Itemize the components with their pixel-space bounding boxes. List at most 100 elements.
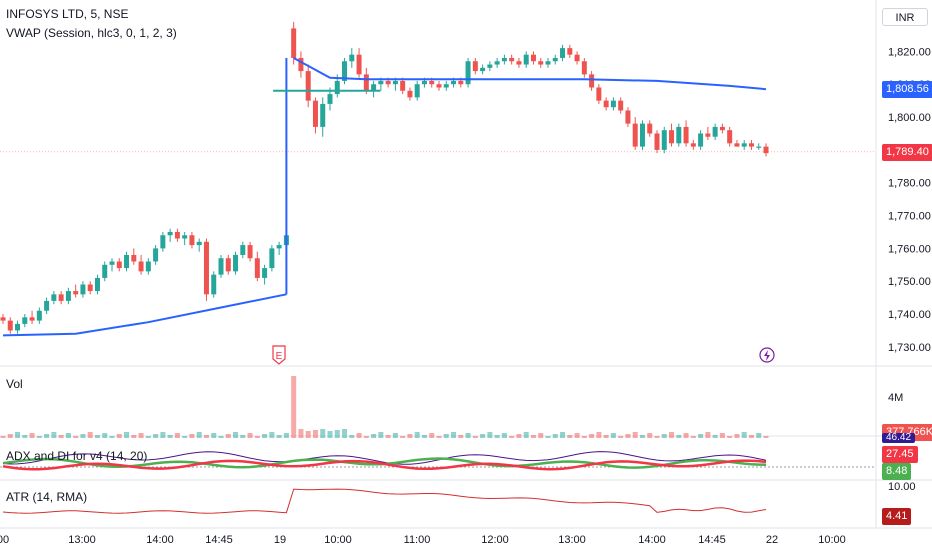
candle <box>22 314 28 328</box>
volume-bar <box>131 435 137 438</box>
candle <box>124 251 130 272</box>
candle <box>189 231 195 249</box>
currency-badge[interactable]: INR <box>882 8 928 26</box>
candle-body <box>705 133 711 137</box>
candle <box>756 143 762 150</box>
volume-bar <box>741 432 747 438</box>
candle-body <box>581 61 587 75</box>
volume-bar <box>654 436 660 438</box>
volume-bar <box>748 435 754 438</box>
candle-body <box>334 80 340 95</box>
candle-body <box>625 110 631 124</box>
volume-bar <box>567 435 573 438</box>
candle-body <box>472 61 478 72</box>
volume-bar <box>516 434 522 438</box>
volume-bar <box>407 434 413 438</box>
volume-bar <box>189 434 195 438</box>
candle-body <box>589 74 595 88</box>
di-plus-tag: 8.48 <box>882 463 912 480</box>
volume-bar <box>400 436 406 438</box>
candle-body <box>421 80 427 85</box>
volume-bar <box>7 434 13 438</box>
volume-bar <box>596 432 602 438</box>
volume-bar <box>676 435 682 438</box>
volume-bar <box>291 376 297 438</box>
candle <box>233 251 239 275</box>
volume-bar <box>589 434 595 438</box>
candle-body <box>254 258 260 278</box>
volume-bar <box>494 435 500 438</box>
atr-line <box>2 488 767 514</box>
volume-bar <box>182 436 188 438</box>
candle <box>465 57 471 88</box>
candle-body <box>196 241 202 246</box>
candle-body <box>269 248 275 269</box>
candle <box>516 57 522 68</box>
candle-body <box>225 258 231 272</box>
candle <box>414 80 420 101</box>
candle-body <box>734 143 740 147</box>
adx-line <box>2 451 767 465</box>
y-tick-label: 1,730.00 <box>888 342 931 354</box>
volume-bar <box>480 434 486 438</box>
volume-bar <box>501 433 507 438</box>
candle-body <box>741 143 747 147</box>
volume-bar <box>203 435 209 438</box>
volume-bar <box>443 434 449 438</box>
candle <box>167 228 173 242</box>
candle <box>538 57 544 68</box>
volume-bar <box>552 434 558 438</box>
candle-body <box>567 48 573 55</box>
candle-body <box>342 61 348 81</box>
candle <box>225 254 231 275</box>
volume-bar <box>538 433 544 438</box>
candle-body <box>349 54 355 62</box>
candle-body <box>458 80 464 85</box>
candle <box>509 54 515 65</box>
candle <box>218 254 224 278</box>
volume-bar <box>429 433 435 438</box>
candle-body <box>145 261 151 272</box>
candle <box>690 140 696 150</box>
candle <box>0 314 6 324</box>
volume-bar <box>436 436 442 438</box>
volume-bar <box>0 436 6 438</box>
candle <box>29 310 35 324</box>
volume-bar <box>727 436 733 438</box>
y-tick-label: 1,740.00 <box>888 309 931 321</box>
candle <box>203 238 209 301</box>
candle-body <box>160 235 166 249</box>
candle <box>712 123 718 141</box>
volume-bar <box>218 436 224 438</box>
vwap-line-session1 <box>2 293 287 337</box>
volume-bar <box>87 432 93 438</box>
volume-bar <box>73 436 79 438</box>
candle <box>211 271 217 298</box>
candle-body <box>22 317 28 324</box>
candle <box>363 67 369 95</box>
candle <box>174 228 180 242</box>
candle-body <box>429 80 435 85</box>
vwap-price-tag: 1,808.56 <box>882 81 932 98</box>
volume-bar <box>94 435 100 438</box>
candle <box>80 281 86 298</box>
candle <box>407 87 413 101</box>
x-tick-label: 14:45 <box>205 534 233 546</box>
chart-title: INFOSYS LTD, 5, NSE <box>6 7 129 21</box>
volume-bar <box>298 429 304 438</box>
candle-body <box>36 310 42 321</box>
candle-body <box>414 84 420 98</box>
candle-body <box>756 146 762 148</box>
candle-body <box>73 291 79 295</box>
volume-bar <box>705 432 711 438</box>
candle-body <box>465 61 471 85</box>
x-tick-label: 19 <box>274 534 286 546</box>
candle-body <box>0 317 6 321</box>
candle-body <box>312 100 318 127</box>
candle <box>138 254 144 275</box>
volume-bar <box>196 432 202 438</box>
volume-bar <box>734 434 740 438</box>
volume-bar <box>29 433 35 438</box>
candle <box>654 130 660 154</box>
candle <box>349 48 355 68</box>
